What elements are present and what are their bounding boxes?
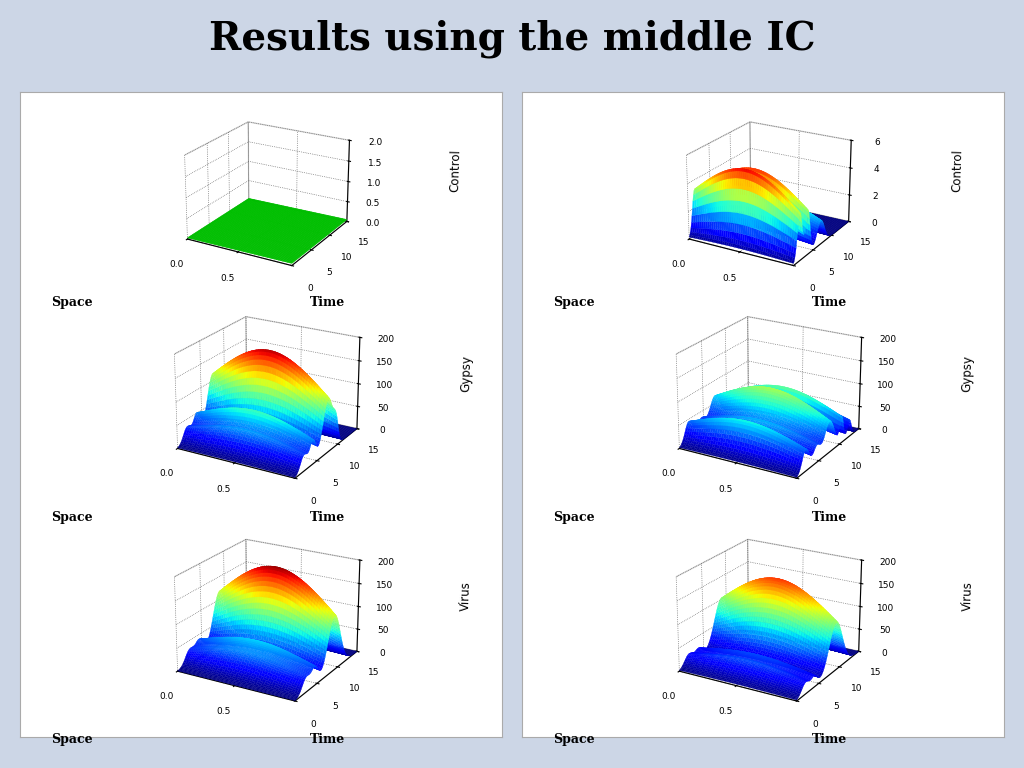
Text: Time: Time <box>310 511 345 524</box>
Text: Space: Space <box>51 733 92 746</box>
Text: Space: Space <box>51 511 92 524</box>
Text: Time: Time <box>812 733 847 746</box>
Text: Space: Space <box>553 296 594 309</box>
Text: Time: Time <box>812 296 847 309</box>
Text: Space: Space <box>553 511 594 524</box>
Text: Time: Time <box>812 511 847 524</box>
Text: Space: Space <box>553 733 594 746</box>
Text: Time: Time <box>310 733 345 746</box>
Text: Space: Space <box>51 296 92 309</box>
Text: Results using the middle IC: Results using the middle IC <box>209 19 815 58</box>
Text: Time: Time <box>310 296 345 309</box>
